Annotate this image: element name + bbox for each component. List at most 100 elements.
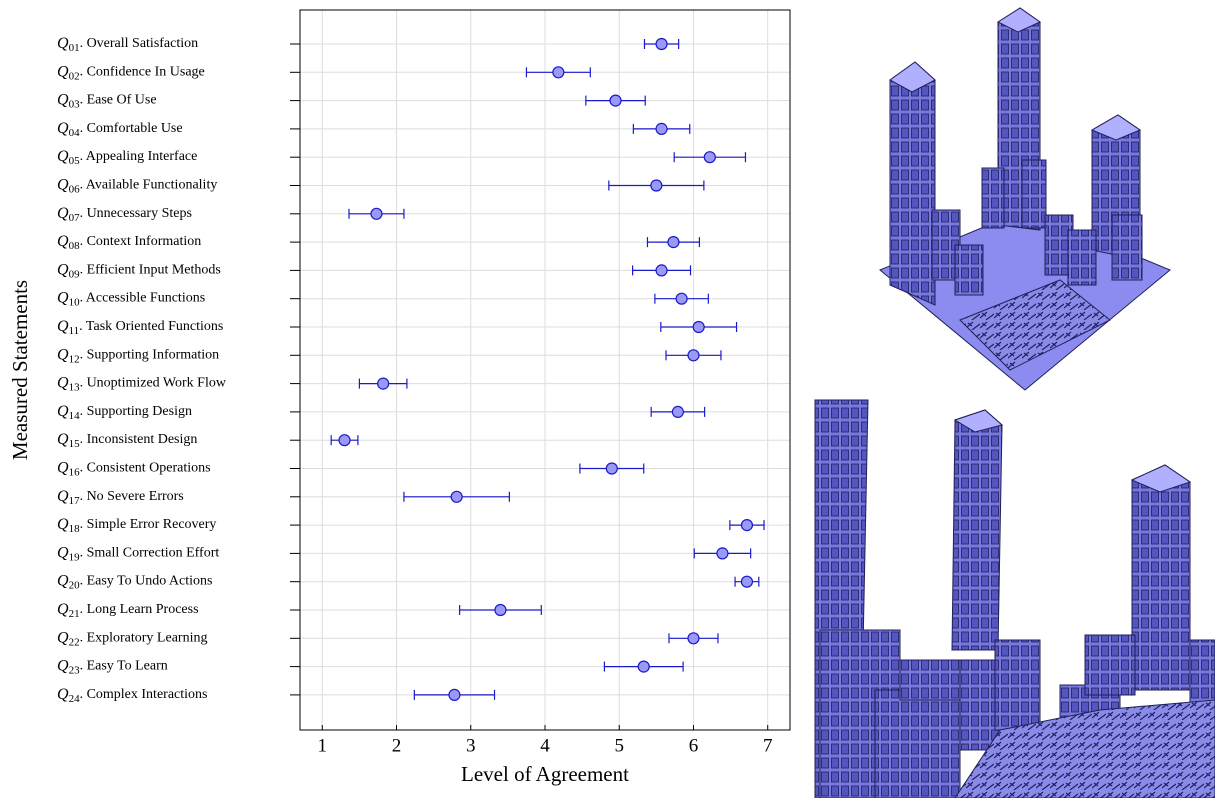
y-tick-label: Q16. Consistent Operations xyxy=(57,459,211,478)
q-letter: Q xyxy=(57,459,69,476)
statement: . Appealing Interface xyxy=(80,149,198,164)
mean-marker xyxy=(651,180,662,191)
q-letter: Q xyxy=(57,148,69,165)
mean-marker xyxy=(378,378,389,389)
y-tick-label: Q18. Simple Error Recovery xyxy=(57,516,216,535)
y-tick-label: Q10. Accessible Functions xyxy=(57,289,205,308)
mean-marker xyxy=(451,491,462,502)
city-render-bottom xyxy=(815,400,1215,798)
x-tick-label: 5 xyxy=(614,735,624,756)
q-letter: Q xyxy=(57,289,69,306)
x-axis-label: Level of Agreement xyxy=(461,762,629,786)
q-index: 01 xyxy=(69,42,80,54)
statement: . Unnecessary Steps xyxy=(80,206,192,221)
mean-marker xyxy=(741,576,752,587)
y-tick-label: Q21. Long Learn Process xyxy=(57,601,199,620)
q-index: 09 xyxy=(69,268,81,280)
x-tick-label: 1 xyxy=(318,735,328,756)
statement: . Simple Error Recovery xyxy=(80,517,217,532)
q-index: 20 xyxy=(69,579,81,591)
x-tick-label: 7 xyxy=(763,735,773,756)
y-tick-label: Q02. Confidence In Usage xyxy=(57,63,205,82)
mean-marker xyxy=(656,265,667,276)
mean-marker xyxy=(371,208,382,219)
mean-marker xyxy=(672,406,683,417)
y-tick-label: Q15. Inconsistent Design xyxy=(57,431,197,450)
q-index: 19 xyxy=(69,551,81,563)
q-index: 07 xyxy=(69,211,81,223)
y-tick-label: Q07. Unnecessary Steps xyxy=(57,204,192,223)
mean-marker xyxy=(638,661,649,672)
statement: . Long Learn Process xyxy=(80,602,199,617)
statement: . Efficient Input Methods xyxy=(80,263,221,278)
statement: . Consistent Operations xyxy=(80,461,211,476)
y-tick-label: Q23. Easy To Learn xyxy=(57,657,168,676)
mean-marker xyxy=(553,67,564,78)
q-index: 18 xyxy=(69,523,81,535)
statement: . Easy To Undo Actions xyxy=(80,574,213,589)
q-index: 08 xyxy=(69,240,81,252)
statement: . Overall Satisfaction xyxy=(80,36,199,51)
q-letter: Q xyxy=(57,120,69,137)
y-tick-label: Q08. Context Information xyxy=(57,233,201,252)
mean-marker xyxy=(606,463,617,474)
q-index: 06 xyxy=(69,183,81,195)
y-tick-label: Q20. Easy To Undo Actions xyxy=(57,572,213,591)
mean-marker xyxy=(676,293,687,304)
q-letter: Q xyxy=(57,91,69,108)
statement: . Comfortable Use xyxy=(80,121,183,136)
mean-marker xyxy=(339,435,350,446)
mean-marker xyxy=(704,152,715,163)
q-index: 11 xyxy=(69,325,80,337)
y-tick-label: Q11. Task Oriented Functions xyxy=(57,318,223,337)
q-letter: Q xyxy=(57,261,69,278)
statement: . No Severe Errors xyxy=(80,489,184,504)
y-tick-label: Q24. Complex Interactions xyxy=(57,686,207,705)
y-axis-label: Measured Statements xyxy=(8,280,32,460)
q-letter: Q xyxy=(57,572,69,589)
q-letter: Q xyxy=(57,629,69,646)
y-tick-label: Q13. Unoptimized Work Flow xyxy=(57,374,227,393)
q-letter: Q xyxy=(57,35,69,52)
y-tick-label: Q22. Exploratory Learning xyxy=(57,629,207,648)
q-index: 02 xyxy=(69,70,80,82)
q-index: 14 xyxy=(69,409,81,421)
mean-marker xyxy=(693,322,704,333)
y-tick-label: Q17. No Severe Errors xyxy=(57,487,184,506)
statement: . Unoptimized Work Flow xyxy=(80,376,227,391)
y-tick-label: Q01. Overall Satisfaction xyxy=(57,35,198,54)
y-tick-label: Q19. Small Correction Effort xyxy=(57,544,219,563)
q-index: 22 xyxy=(69,636,80,648)
statement: . Confidence In Usage xyxy=(80,65,205,80)
q-index: 21 xyxy=(69,608,80,620)
y-tick-label: Q06. Available Functionality xyxy=(57,176,217,195)
q-letter: Q xyxy=(57,403,69,420)
statement: . Exploratory Learning xyxy=(80,631,208,646)
y-tick-label: Q03. Ease Of Use xyxy=(57,91,157,110)
y-tick-label: Q09. Efficient Input Methods xyxy=(57,261,221,280)
q-index: 04 xyxy=(69,126,81,138)
mean-marker xyxy=(495,605,506,616)
q-letter: Q xyxy=(57,431,69,448)
x-tick-label: 3 xyxy=(466,735,476,756)
statement: . Inconsistent Design xyxy=(80,432,198,447)
q-index: 13 xyxy=(69,381,81,393)
mean-marker xyxy=(741,520,752,531)
q-letter: Q xyxy=(57,204,69,221)
q-letter: Q xyxy=(57,374,69,391)
q-letter: Q xyxy=(57,544,69,561)
y-tick-label: Q12. Supporting Information xyxy=(57,346,219,365)
mean-marker xyxy=(688,350,699,361)
mean-marker xyxy=(668,237,679,248)
x-tick-label: 4 xyxy=(540,735,550,756)
q-index: 05 xyxy=(69,155,81,167)
q-index: 10 xyxy=(69,296,81,308)
q-letter: Q xyxy=(57,346,69,363)
statement: . Complex Interactions xyxy=(80,687,208,702)
q-letter: Q xyxy=(57,176,69,193)
y-tick-label: Q14. Supporting Design xyxy=(57,403,192,422)
city-render-top xyxy=(880,8,1170,390)
q-index: 17 xyxy=(69,494,81,506)
q-index: 23 xyxy=(69,664,81,676)
mean-marker xyxy=(688,633,699,644)
